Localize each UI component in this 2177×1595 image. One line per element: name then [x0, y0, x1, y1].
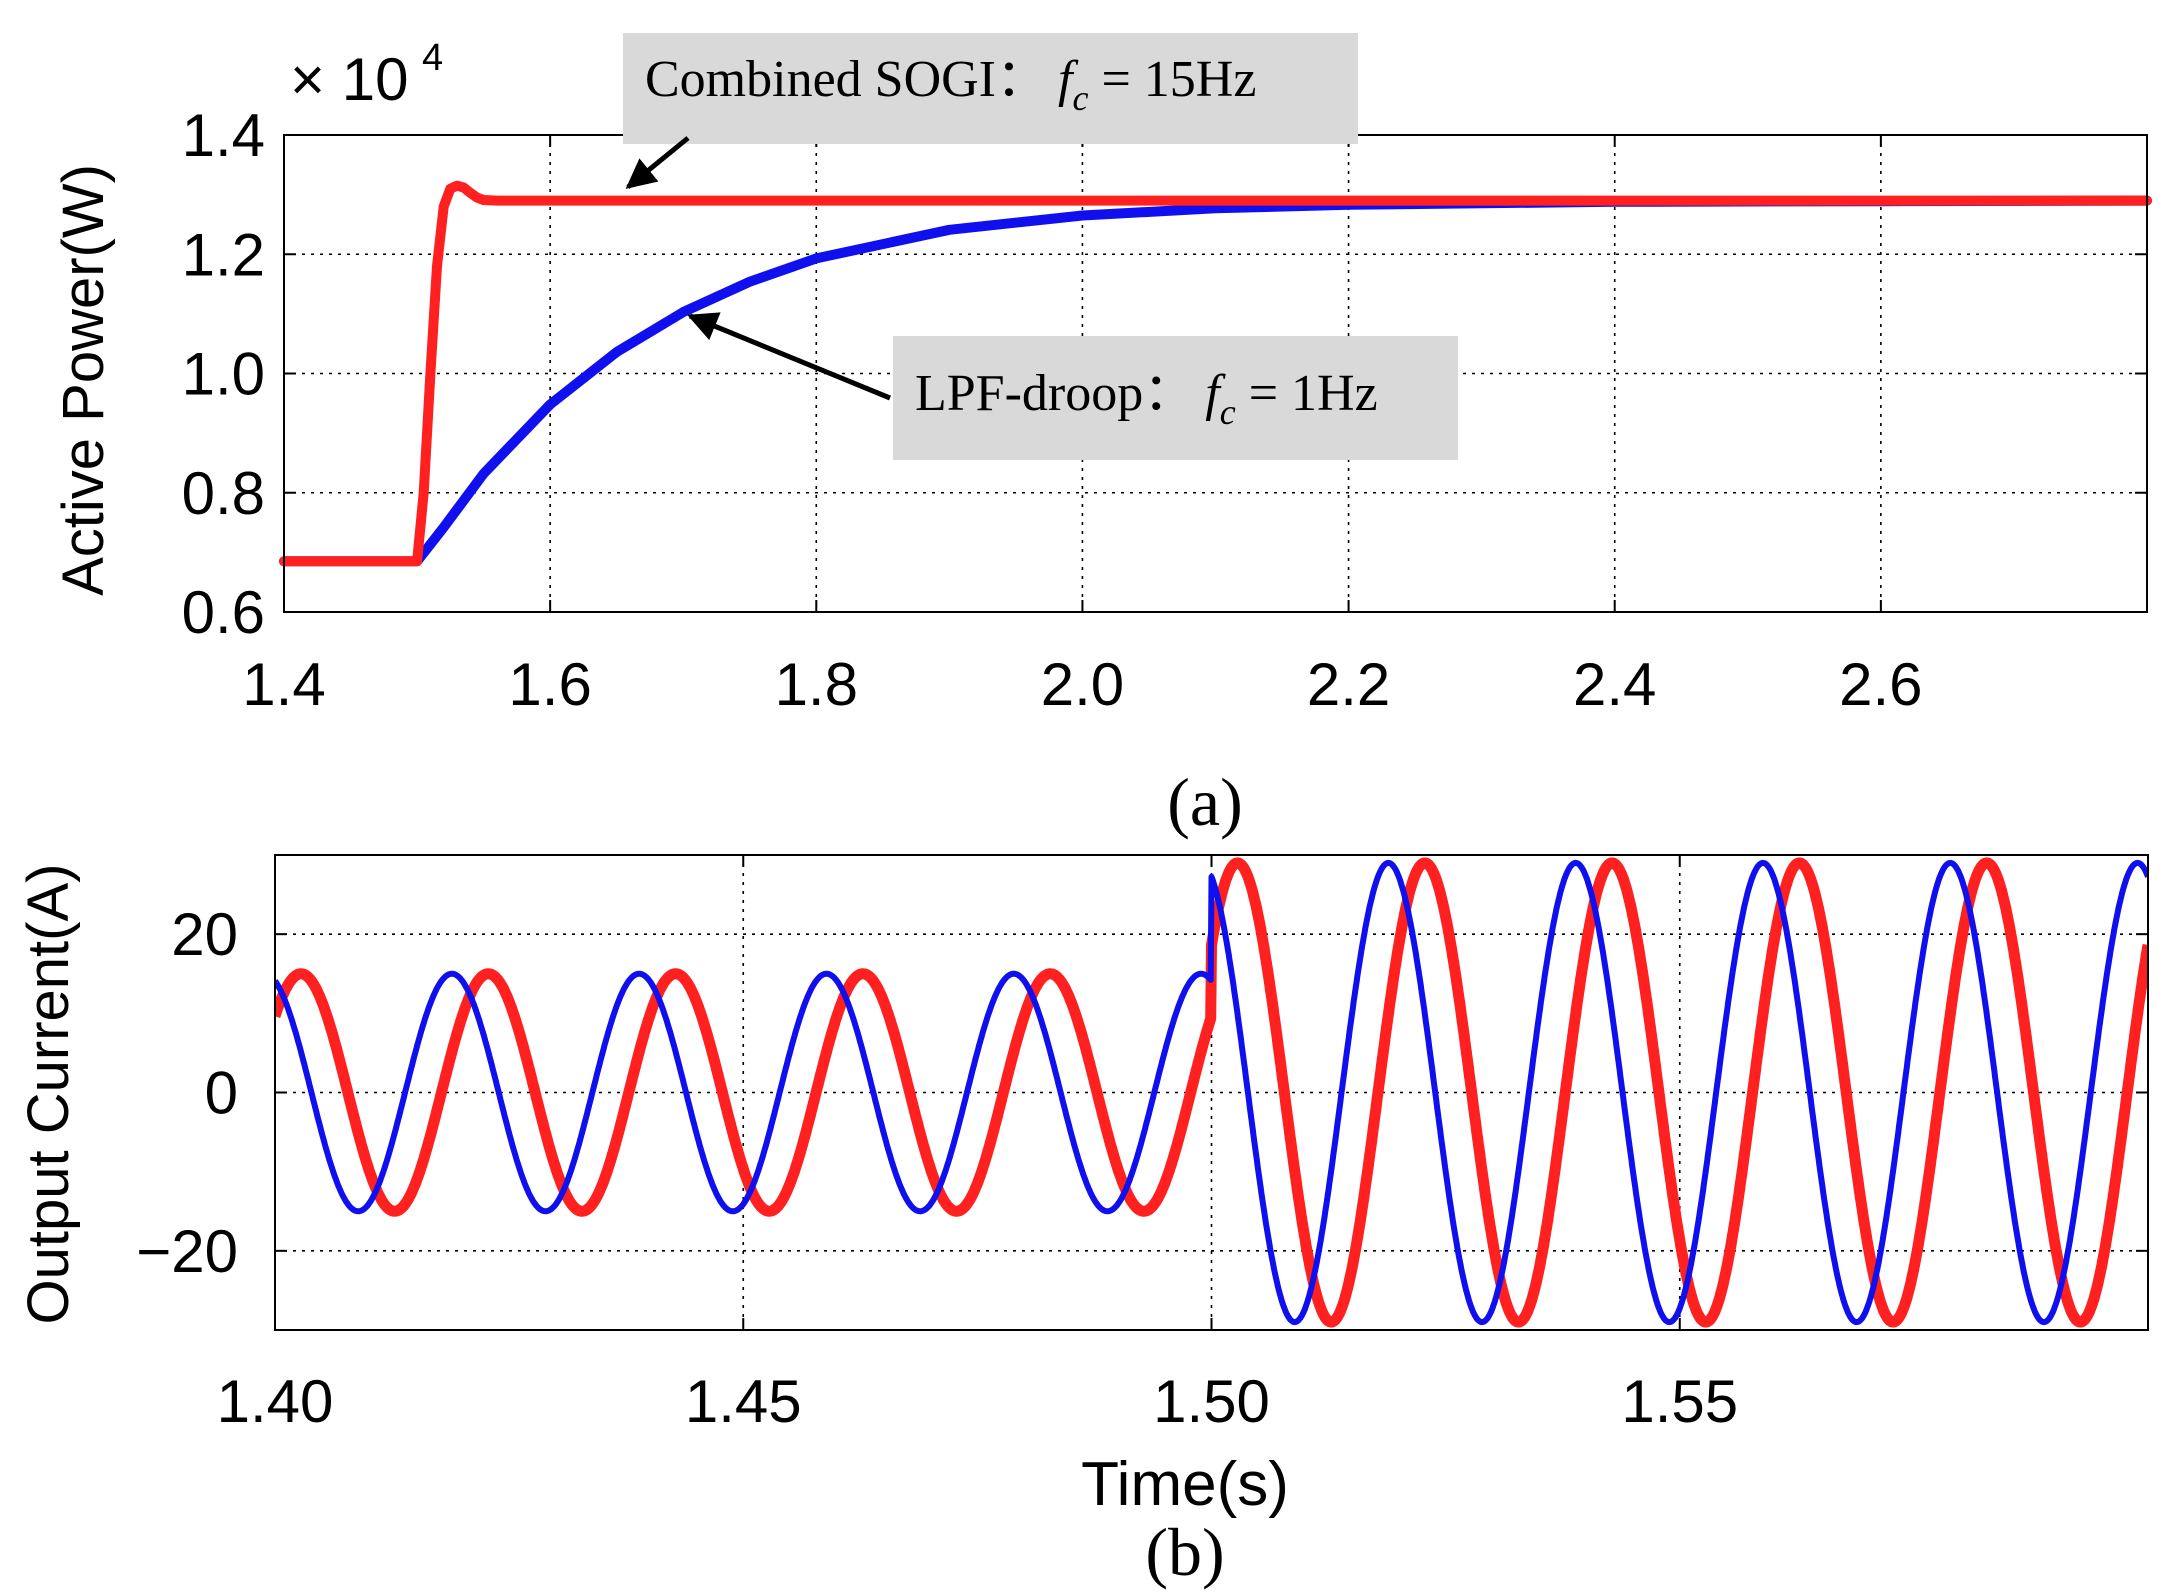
panel-b-x-tick-labels: 1.40 1.45 1.50 1.55	[217, 1368, 1739, 1435]
annotation-lpf-droop: LPF-droop： fc = 1Hz	[687, 312, 1458, 460]
x-tick-label: 1.8	[775, 651, 858, 718]
annotation-combined-sogi-text: Combined SOGI： fc = 15Hz	[645, 51, 1256, 118]
y-tick-label: −20	[136, 1218, 238, 1285]
panel-a-active-power: 0.6 0.8 1.0 1.2 1.4 1.4 1.6 1.8 2.0 2.2 2.4 2.6 Ac…	[51, 33, 2152, 840]
annotation-combined-sogi-arrow	[625, 136, 690, 189]
panel-b-series	[275, 857, 2148, 1328]
panel-b-y-tick-labels: −20 0 20	[136, 901, 238, 1285]
x-tick-label: 2.4	[1573, 651, 1656, 718]
panel-a-y-tick-labels: 0.6 0.8 1.0 1.2 1.4	[182, 102, 265, 646]
panel-a-grid	[284, 135, 2147, 612]
y-tick-label: 1.4	[182, 102, 265, 169]
y-tick-label: 0.6	[182, 579, 265, 646]
x-tick-label: 2.2	[1307, 651, 1390, 718]
y-tick-label: 0	[205, 1060, 238, 1127]
annotation-combined-sogi: Combined SOGI： fc = 15Hz	[623, 33, 1358, 189]
series-line-combined-sogi	[279, 180, 2152, 567]
x-tick-label: 1.55	[1621, 1368, 1738, 1435]
y-tick-label: 0.8	[182, 460, 265, 527]
panel-b-output-current: −20 0 20 1.40 1.45 1.50 1.55 Output Current(A…	[16, 854, 2149, 1590]
annotation-lpf-droop-box	[893, 336, 1458, 460]
y-tick-label: 20	[171, 901, 238, 968]
annotation-combined-sogi-box	[623, 33, 1358, 144]
panel-a-y-multiplier: × 10 4	[290, 37, 443, 113]
panel-b-y-axis-label: Output Current(A)	[16, 864, 81, 1325]
x-tick-label: 1.40	[217, 1368, 334, 1435]
x-tick-label: 1.6	[508, 651, 591, 718]
annotation-lpf-droop-arrow	[687, 312, 891, 401]
x-tick-label: 2.6	[1839, 651, 1922, 718]
annotation-lpf-droop-text: LPF-droop： fc = 1Hz	[915, 365, 1378, 432]
x-tick-label: 2.0	[1041, 651, 1124, 718]
panel-a-y-multiplier-exponent: 4	[422, 37, 443, 79]
panel-b-ticks	[274, 855, 2148, 1330]
panel-b-caption: (b)	[1145, 1514, 1224, 1590]
x-tick-label: 1.4	[242, 651, 325, 718]
panel-b-x-axis-label: Time(s)	[1081, 1450, 1289, 1519]
panel-a-caption: (a)	[1167, 764, 1242, 840]
y-tick-label: 1.0	[182, 341, 265, 408]
panel-a-y-multiplier-base: × 10	[290, 46, 408, 113]
x-tick-label: 1.45	[685, 1368, 802, 1435]
panel-a-series	[279, 180, 2152, 567]
x-tick-label: 1.50	[1153, 1368, 1270, 1435]
series-line-lpf-droop	[275, 859, 2148, 1326]
panel-a-y-axis-label: Active Power(W)	[51, 164, 116, 596]
y-tick-label: 1.2	[182, 221, 265, 288]
panel-a-x-tick-labels: 1.4 1.6 1.8 2.0 2.2 2.4 2.6	[242, 651, 1922, 718]
